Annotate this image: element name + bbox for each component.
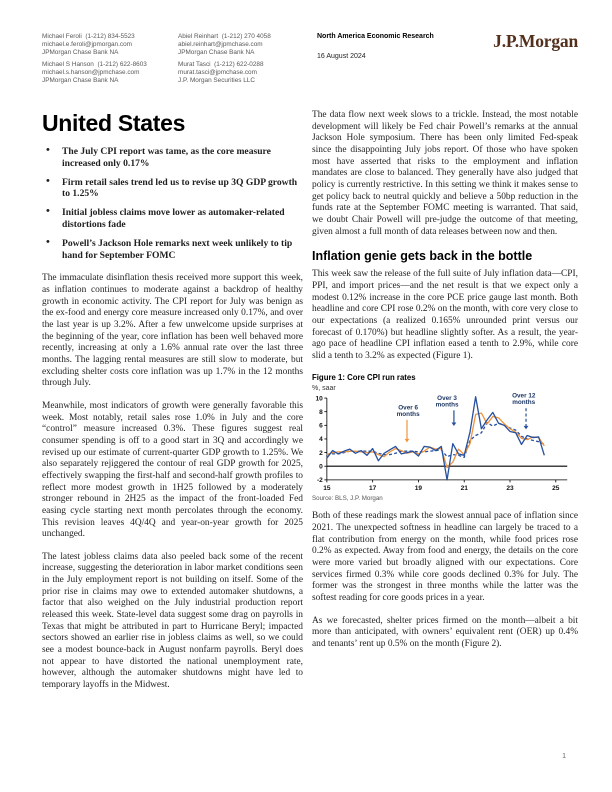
right-column: The data flow next week slows to a trick… xyxy=(312,110,578,662)
svg-text:6: 6 xyxy=(319,423,323,430)
analyst-phone: (1-212) 270 4058 xyxy=(221,33,271,40)
figure-unit-label: %, saar xyxy=(312,385,336,393)
page-title: United States xyxy=(42,110,186,136)
report-header: Michael Feroli (1-212) 834-5523 michael.… xyxy=(42,31,578,89)
analyst-phone: (1-212) 834-5523 xyxy=(85,33,135,40)
svg-text:25: 25 xyxy=(552,485,560,492)
page-number: 1 xyxy=(562,753,566,760)
jpmorgan-logo: J.P.Morgan xyxy=(493,31,578,51)
analyst-contact: Michael Feroli (1-212) 834-5523 michael.… xyxy=(42,33,178,57)
analyst-contacts-column-1: Michael Feroli (1-212) 834-5523 michael.… xyxy=(42,33,178,89)
svg-text:8: 8 xyxy=(319,409,323,416)
svg-text:21: 21 xyxy=(461,485,469,492)
section-heading: Inflation genie gets back in the bottle xyxy=(312,249,533,264)
header-right: North America Economic Research 16 Augus… xyxy=(314,31,578,60)
analyst-firm: JPMorgan Chase Bank NA xyxy=(42,77,119,84)
analyst-name-phone: Michael S Hanson (1-212) 622-8603 xyxy=(42,61,178,69)
analyst-name-phone: Michael Feroli (1-212) 834-5523 xyxy=(42,33,178,41)
body-paragraph: The data flow next week slows to a trick… xyxy=(312,110,578,237)
analyst-name: Murat Tasci xyxy=(178,61,211,68)
body-paragraph: The immaculate disinflation thesis recei… xyxy=(42,273,303,389)
svg-text:-2: -2 xyxy=(317,478,323,485)
svg-text:Over 3: Over 3 xyxy=(437,396,457,403)
svg-text:19: 19 xyxy=(415,485,423,492)
analyst-contacts-column-2: Abiel Reinhart (1-212) 270 4058 abiel.re… xyxy=(178,33,314,89)
analyst-email: michael.e.feroli@jpmorgan.com xyxy=(42,41,132,48)
body-paragraph: Both of these readings mark the slowest … xyxy=(312,511,578,604)
svg-text:months: months xyxy=(512,399,535,406)
svg-text:4: 4 xyxy=(319,437,323,444)
analyst-name-phone: Abiel Reinhart (1-212) 270 4058 xyxy=(178,33,314,41)
body-paragraph: As we forecasted, shelter prices firmed … xyxy=(312,615,578,650)
analyst-contact: Abiel Reinhart (1-212) 270 4058 abiel.re… xyxy=(178,33,314,57)
analyst-firm: JPMorgan Chase Bank NA xyxy=(42,49,119,56)
summary-bullet: Initial jobless claims move lower as aut… xyxy=(42,206,303,231)
svg-text:Over 12: Over 12 xyxy=(512,393,536,399)
analyst-email: abiel.reinhart@jpmchase.com xyxy=(178,41,263,48)
figure-title: Figure 1: Core CPI run rates xyxy=(312,373,416,383)
analyst-firm: J.P. Morgan Securities LLC xyxy=(178,77,255,84)
analyst-phone: (1-212) 622-8603 xyxy=(97,61,147,68)
analyst-email: murat.tasci@jpmchase.com xyxy=(178,69,257,76)
svg-text:2: 2 xyxy=(319,450,323,457)
body-paragraph: This week saw the release of the full su… xyxy=(312,269,578,361)
figure-1: Figure 1: Core CPI run rates %, saar -2 0… xyxy=(312,373,578,502)
svg-text:17: 17 xyxy=(369,485,377,492)
svg-text:months: months xyxy=(436,402,459,409)
analyst-name-phone: Murat Tasci (1-212) 622-0288 xyxy=(178,61,314,69)
summary-bullet: Firm retail sales trend led us to revise… xyxy=(42,176,303,201)
analyst-contact: Murat Tasci (1-212) 622-0288 murat.tasci… xyxy=(178,61,314,85)
summary-bullet: Powell’s Jackson Hole remarks next week … xyxy=(42,237,303,262)
analyst-name: Abiel Reinhart xyxy=(178,33,219,40)
left-column: United States The July CPI report was ta… xyxy=(42,110,303,703)
figure-source: Source: BLS, J.P. Morgan xyxy=(312,495,383,503)
analyst-phone: (1-212) 622-0288 xyxy=(214,61,264,68)
analyst-email: michael.s.hanson@jpmchase.com xyxy=(42,69,140,76)
svg-text:15: 15 xyxy=(323,485,331,492)
summary-bullet-list: The July CPI report was tame, as the cor… xyxy=(42,145,303,262)
svg-text:0: 0 xyxy=(319,464,323,471)
body-paragraph: Meanwhile, most indicators of growth wer… xyxy=(42,400,303,540)
svg-text:10: 10 xyxy=(316,396,324,403)
analyst-name: Michael Feroli xyxy=(42,33,82,40)
summary-bullet: The July CPI report was tame, as the cor… xyxy=(42,145,303,170)
analyst-name: Michael S Hanson xyxy=(42,61,94,68)
body-paragraph: The latest jobless claims data also peel… xyxy=(42,551,303,691)
report-date: 16 August 2024 xyxy=(317,53,366,60)
analyst-contact: Michael S Hanson (1-212) 622-8603 michae… xyxy=(42,61,178,85)
svg-text:23: 23 xyxy=(506,485,514,492)
svg-text:Over 6: Over 6 xyxy=(398,405,418,412)
research-block: North America Economic Research 16 Augus… xyxy=(317,33,434,60)
svg-text:months: months xyxy=(397,411,420,418)
analyst-firm: JPMorgan Chase Bank NA xyxy=(178,49,255,56)
research-unit-label: North America Economic Research xyxy=(317,33,434,40)
